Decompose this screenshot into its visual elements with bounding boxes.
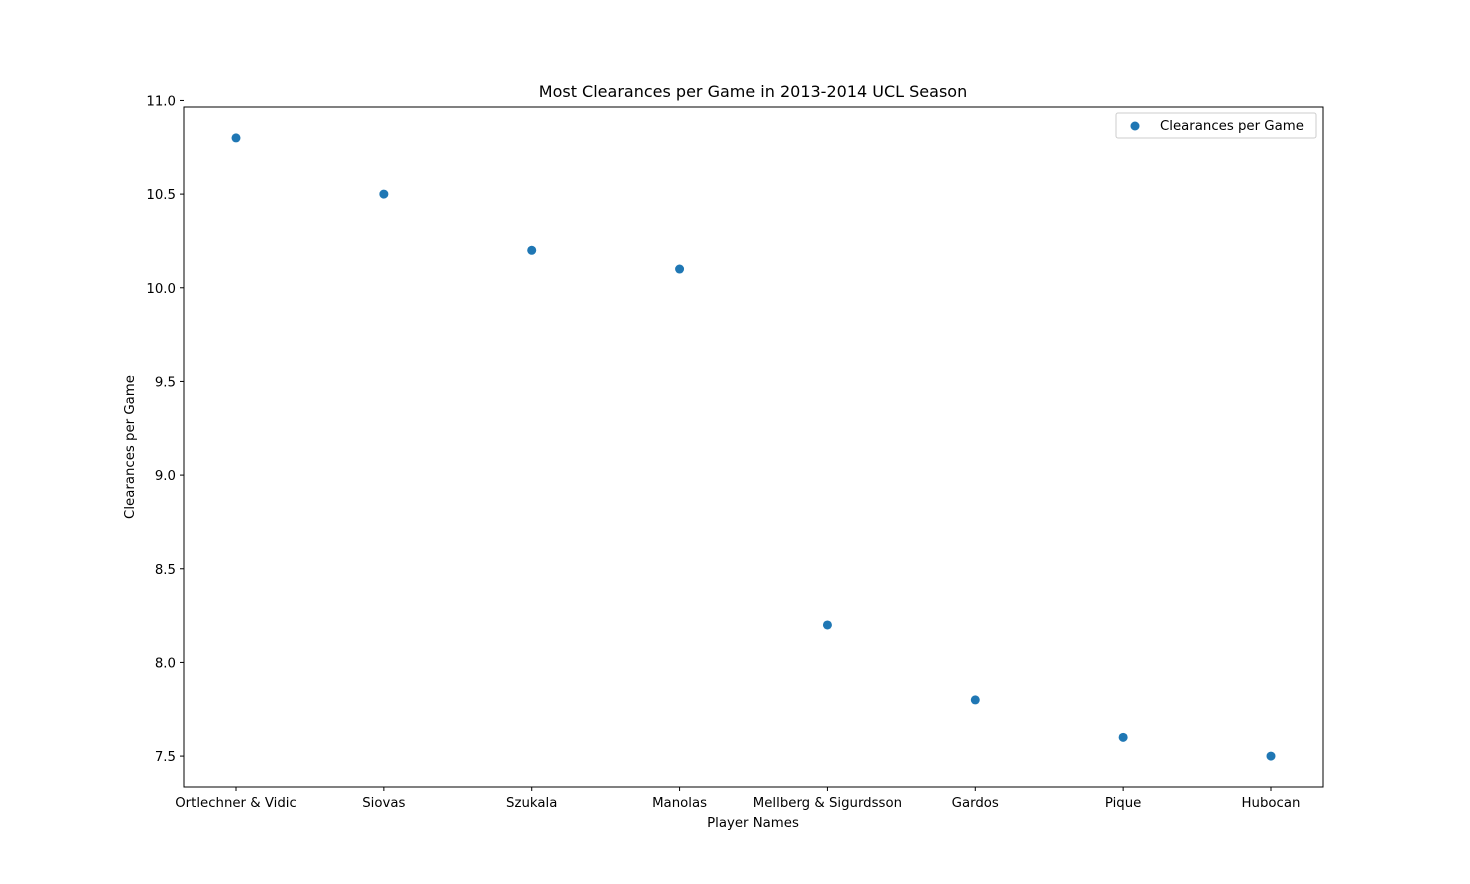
x-axis-label: Player Names bbox=[707, 816, 799, 831]
data-point bbox=[1118, 732, 1128, 742]
y-tick-label: 9.0 bbox=[155, 469, 176, 484]
legend-marker bbox=[1130, 121, 1140, 131]
legend: Clearances per Game bbox=[1115, 112, 1317, 139]
data-point bbox=[379, 189, 389, 199]
legend-box bbox=[1115, 112, 1317, 139]
y-tick-label: 10.5 bbox=[146, 188, 176, 203]
data-point bbox=[527, 245, 537, 255]
data-point bbox=[675, 264, 685, 274]
x-tick-label: Hubocan bbox=[1242, 796, 1301, 811]
y-tick-label: 11.0 bbox=[146, 94, 176, 109]
x-tick-label: Manolas bbox=[652, 796, 707, 811]
y-tick-label: 7.5 bbox=[155, 750, 176, 765]
plot-area bbox=[183, 106, 1324, 788]
x-axis: Ortlechner & Vidic Siovas Szukala Manolas Me… bbox=[175, 787, 1300, 811]
data-point bbox=[970, 695, 980, 705]
x-tick-label: Szukala bbox=[506, 796, 557, 811]
y-tick-label: 10.0 bbox=[146, 282, 176, 297]
legend-label: Clearances per Game bbox=[1160, 119, 1304, 134]
y-tick-label: 8.5 bbox=[155, 563, 176, 578]
data-point bbox=[231, 133, 241, 143]
y-tick-label: 9.5 bbox=[155, 375, 176, 390]
data-point bbox=[822, 620, 832, 630]
data-point bbox=[1266, 751, 1276, 761]
y-axis-label: Clearances per Game bbox=[123, 375, 138, 519]
y-tick-label: 8.0 bbox=[155, 656, 176, 671]
scatter-points bbox=[231, 133, 1276, 761]
x-tick-label: Ortlechner & Vidic bbox=[175, 796, 297, 811]
y-axis: 7.5 8.0 8.5 9.0 9.5 10.0 10.5 11.0 bbox=[146, 94, 184, 765]
x-tick-label: Siovas bbox=[362, 796, 405, 811]
x-tick-label: Mellberg & Sigurdsson bbox=[753, 796, 902, 811]
x-tick-label: Gardos bbox=[952, 796, 999, 811]
chart-title: Most Clearances per Game in 2013-2014 UC… bbox=[539, 82, 967, 101]
x-tick-label: Pique bbox=[1105, 796, 1141, 811]
